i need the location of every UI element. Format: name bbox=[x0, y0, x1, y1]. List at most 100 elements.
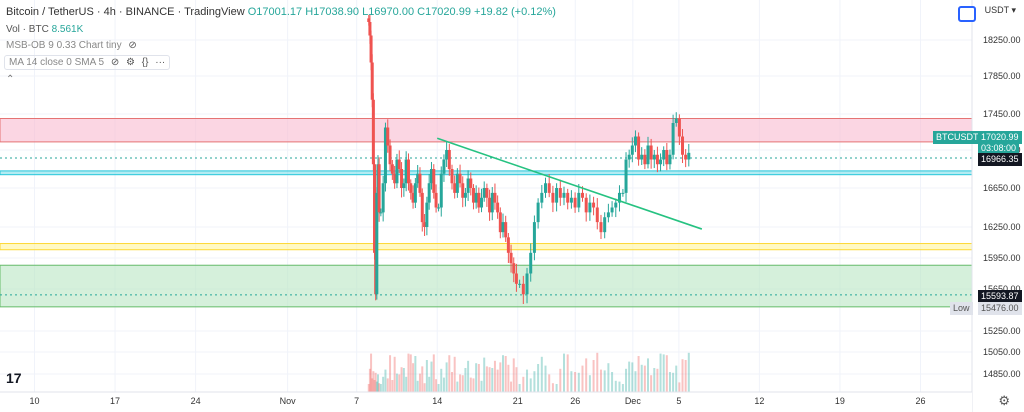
candle-body bbox=[490, 192, 494, 213]
volume-bar bbox=[405, 376, 408, 392]
volume-bar bbox=[510, 381, 513, 392]
volume-bar bbox=[374, 372, 377, 392]
volume-bar bbox=[499, 362, 502, 392]
indicator-msb-legend[interactable]: MSB-OB 9 0.33 Chart tiny ⊘ bbox=[6, 40, 137, 51]
candle-body bbox=[603, 217, 607, 233]
volume-bar bbox=[504, 356, 507, 392]
chevron-down-icon[interactable]: ▾ bbox=[1011, 5, 1016, 15]
candle-body bbox=[416, 173, 420, 184]
time-tick-label: 14 bbox=[432, 396, 442, 406]
volume-bar bbox=[445, 362, 448, 392]
candle-body bbox=[371, 99, 375, 165]
candle-body bbox=[671, 123, 675, 155]
candle-body bbox=[458, 173, 462, 184]
price-tick-label: 14850.00 bbox=[983, 369, 1021, 379]
candle-body bbox=[536, 202, 540, 223]
volume-bar bbox=[675, 365, 678, 392]
volume-label: Vol · BTC bbox=[6, 24, 49, 35]
collapse-legend-icon[interactable]: ⌃ bbox=[6, 74, 15, 85]
candle-body bbox=[434, 192, 438, 208]
chart-settings-button[interactable] bbox=[958, 6, 976, 22]
time-tick-label: Dec bbox=[625, 396, 642, 406]
volume-bar bbox=[592, 360, 595, 392]
volume-bar bbox=[496, 369, 499, 392]
volume-bar bbox=[464, 368, 467, 392]
candle-body bbox=[368, 22, 372, 36]
candle-body bbox=[633, 136, 637, 146]
volume-bar bbox=[637, 356, 640, 392]
candle-body bbox=[411, 192, 415, 203]
volume-bar bbox=[368, 368, 371, 392]
candle-body bbox=[569, 197, 573, 203]
currency-selector[interactable]: USDT ▾ bbox=[985, 5, 1016, 16]
volume-bar bbox=[459, 374, 462, 392]
volume-bar bbox=[588, 375, 591, 392]
volume-bar bbox=[367, 384, 370, 392]
symbol-badge: BTCUSDT bbox=[933, 131, 982, 144]
volume-bar bbox=[382, 376, 385, 392]
more-icon[interactable]: ··· bbox=[155, 57, 166, 68]
volume-bar bbox=[672, 372, 675, 392]
settings-icon[interactable]: ⚙ bbox=[998, 393, 1010, 408]
volume-bar bbox=[628, 361, 631, 392]
time-tick-label: 10 bbox=[30, 396, 40, 406]
candle-body bbox=[395, 159, 399, 184]
candle-body bbox=[488, 197, 492, 213]
volume-bar bbox=[577, 372, 580, 392]
volume-bar bbox=[611, 372, 614, 392]
eye-off-icon[interactable]: ⊘ bbox=[128, 40, 137, 51]
candle-body bbox=[677, 118, 681, 137]
volume-bar bbox=[614, 380, 617, 392]
candle-body bbox=[646, 145, 650, 165]
indicator-msb-label[interactable]: MSB-OB 9 0.33 Chart tiny bbox=[6, 40, 122, 51]
time-tick-label: Nov bbox=[280, 396, 297, 406]
volume-bar bbox=[607, 363, 610, 392]
candle-body bbox=[469, 178, 473, 188]
volume-bar bbox=[423, 383, 426, 392]
candle-body bbox=[514, 273, 518, 284]
currency-label[interactable]: USDT bbox=[984, 5, 1009, 15]
volume-bar bbox=[678, 382, 681, 392]
candle-body bbox=[466, 178, 470, 193]
volume-bar bbox=[409, 354, 412, 392]
volume-bar bbox=[555, 384, 558, 392]
zone-cyan bbox=[0, 170, 973, 176]
candle-body bbox=[429, 169, 433, 184]
symbol-title[interactable]: Bitcoin / TetherUS · 4h · BINANCE · Trad… bbox=[6, 6, 245, 18]
indicator-ma-legend[interactable]: MA 14 close 0 SMA 5 ⊘ ⚙ {} ··· bbox=[4, 55, 171, 70]
zone-pink bbox=[0, 118, 973, 143]
candle-body bbox=[643, 154, 647, 165]
candle-body bbox=[370, 62, 374, 100]
candle-body bbox=[477, 192, 481, 208]
indicator-ma-label[interactable]: MA 14 close 0 SMA 5 bbox=[9, 57, 105, 68]
settings-icon[interactable]: ⚙ bbox=[126, 57, 135, 68]
volume-bar bbox=[483, 357, 486, 392]
candle-body bbox=[525, 273, 529, 295]
volume-bar bbox=[559, 368, 562, 392]
low-price-badge: 15476.00 bbox=[978, 302, 1022, 315]
candle-body bbox=[504, 222, 508, 238]
time-tick-label: 26 bbox=[570, 396, 580, 406]
volume-bar bbox=[603, 370, 606, 392]
candle-body bbox=[379, 212, 383, 214]
volume-bar bbox=[665, 355, 668, 392]
volume-bar bbox=[425, 360, 428, 392]
braces-icon[interactable]: {} bbox=[141, 57, 149, 68]
volume-bar bbox=[370, 353, 373, 392]
candle-body bbox=[665, 150, 669, 165]
candle-body bbox=[577, 192, 581, 208]
volume-bar bbox=[384, 369, 387, 392]
volume-bar bbox=[442, 377, 445, 392]
candle-body bbox=[529, 252, 533, 274]
trendline bbox=[436, 137, 703, 230]
candle-body bbox=[381, 183, 385, 213]
tradingview-logo-icon[interactable]: 17 bbox=[6, 370, 22, 386]
candle-body bbox=[383, 127, 387, 184]
ohlc-values: O17001.17 H17038.90 L16970.00 C17020.99 … bbox=[247, 6, 556, 18]
eye-off-icon[interactable]: ⊘ bbox=[110, 57, 120, 68]
candle-body bbox=[606, 212, 610, 218]
volume-bar bbox=[453, 356, 456, 392]
volume-bar bbox=[414, 356, 417, 392]
candle-body bbox=[409, 183, 413, 193]
